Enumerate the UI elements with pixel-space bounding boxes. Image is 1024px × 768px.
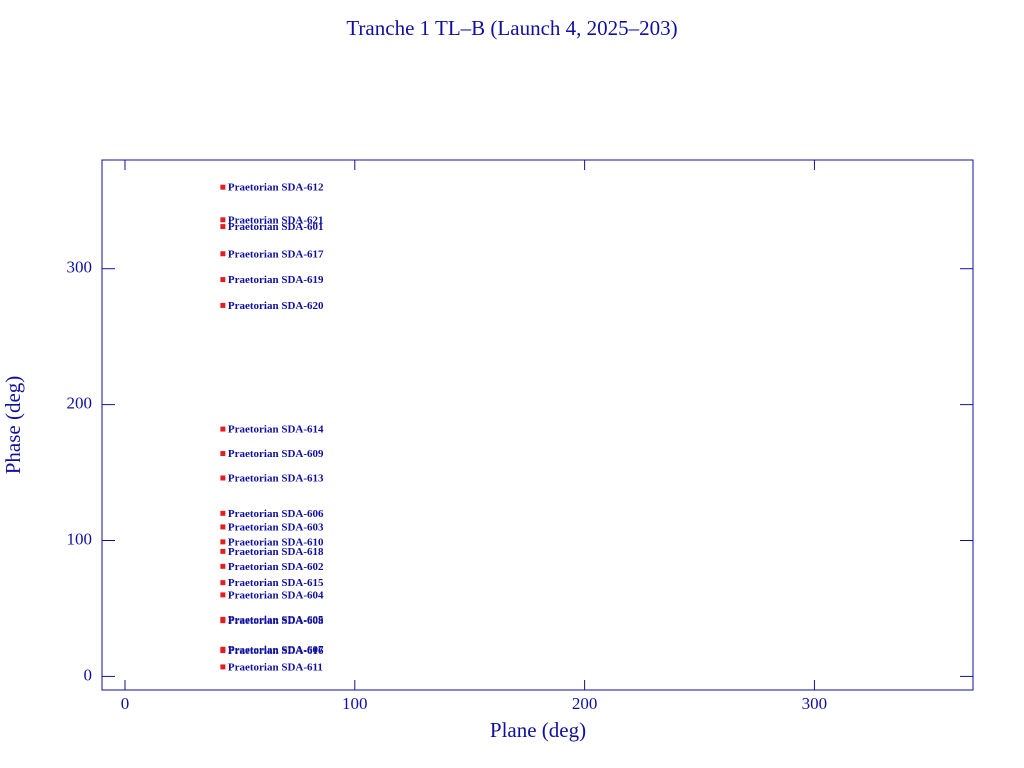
- point: [220, 224, 226, 230]
- point-label: Praetorian SDA-617: [228, 248, 324, 260]
- plot-frame: [101, 159, 974, 691]
- point-label: Praetorian SDA-614: [228, 424, 324, 436]
- point: [220, 475, 226, 481]
- y-tick-label: 300: [67, 258, 93, 277]
- point-label: Praetorian SDA-601: [228, 221, 324, 233]
- point: [220, 618, 226, 624]
- x-tick-label: 0: [121, 694, 130, 713]
- x-tick-label: 300: [802, 694, 828, 713]
- point-label: Praetorian SDA-610: [228, 536, 324, 548]
- point-label: Praetorian SDA-616: [228, 645, 324, 657]
- point: [220, 251, 226, 257]
- point: [220, 510, 226, 516]
- point: [220, 302, 226, 308]
- point: [220, 664, 226, 670]
- point-label: Praetorian SDA-602: [228, 561, 324, 573]
- y-tick-label: 0: [84, 665, 93, 684]
- point-label: Praetorian SDA-606: [228, 508, 324, 520]
- x-axis-label: Plane (deg): [490, 718, 586, 742]
- point-label: Praetorian SDA-621: [228, 214, 324, 226]
- point-label: Praetorian SDA-612: [228, 182, 324, 194]
- point-label: Praetorian SDA-609: [228, 448, 324, 460]
- point: [220, 217, 226, 223]
- point: [220, 580, 226, 586]
- point: [220, 548, 226, 554]
- point-label: Praetorian SDA-611: [228, 661, 323, 673]
- point: [220, 524, 226, 530]
- x-tick-label: 200: [572, 694, 598, 713]
- y-tick-label: 200: [67, 394, 93, 413]
- point-label: Praetorian SDA-603: [228, 521, 324, 533]
- point-label: Praetorian SDA-615: [228, 577, 324, 589]
- point: [220, 184, 226, 190]
- point: [220, 277, 226, 283]
- point-label: Praetorian SDA-607: [228, 644, 324, 656]
- point-label: Praetorian SDA-605: [228, 614, 324, 626]
- point-label: Praetorian SDA-620: [228, 300, 324, 312]
- point: [220, 539, 226, 545]
- point: [220, 451, 226, 457]
- point-label: Praetorian SDA-608: [228, 615, 324, 627]
- y-tick-label: 100: [67, 529, 93, 548]
- y-axis-label: Phase (deg): [1, 376, 25, 475]
- point: [220, 563, 226, 569]
- point: [220, 592, 226, 598]
- chart-title: Tranche 1 TL–B (Launch 4, 2025–203): [346, 16, 677, 40]
- x-tick-label: 100: [342, 694, 368, 713]
- point: [220, 648, 226, 654]
- point-label: Praetorian SDA-604: [228, 589, 324, 601]
- point-label: Praetorian SDA-618: [228, 546, 324, 558]
- point: [220, 426, 226, 432]
- point-label: Praetorian SDA-613: [228, 473, 324, 485]
- point-label: Praetorian SDA-619: [228, 274, 324, 286]
